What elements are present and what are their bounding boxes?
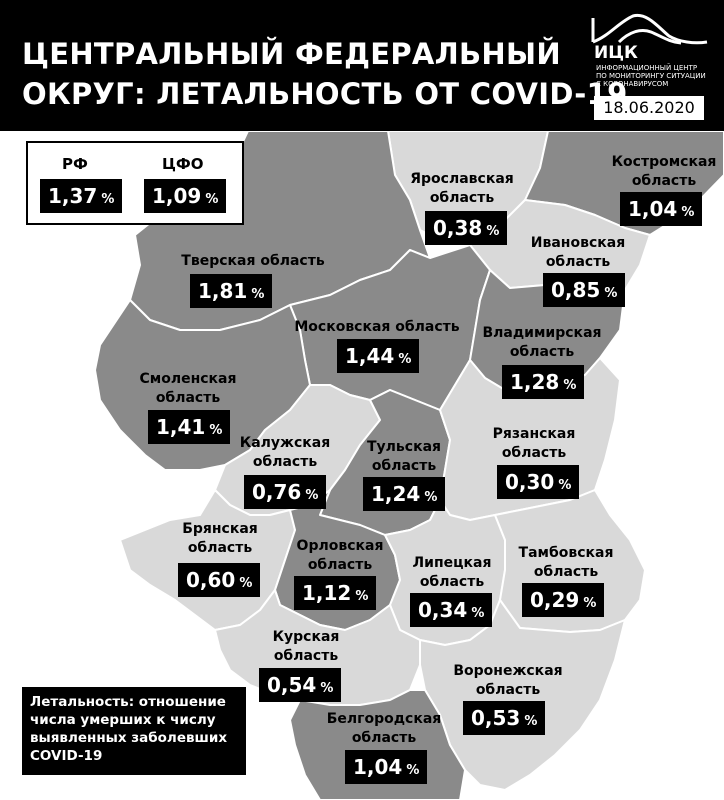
region-label: Ярославская область — [410, 171, 514, 206]
region-label: Калужская область — [239, 435, 331, 470]
region-value: 0,29 — [530, 588, 580, 612]
region-value-box: 0,76% — [244, 475, 327, 509]
region-label: Орловская область — [296, 538, 384, 573]
region-label: Ивановская область — [530, 235, 626, 270]
rf-value-box: 1,37% — [40, 179, 123, 213]
percent-sign: % — [205, 192, 219, 207]
percent-sign: % — [486, 224, 500, 239]
region-value: 0,85 — [551, 278, 601, 302]
region-value-box: 0,54% — [259, 668, 342, 702]
region-value-box: 0,53% — [463, 701, 546, 735]
percent-sign: % — [239, 576, 253, 591]
region-label: Смоленская область — [139, 371, 237, 406]
region-label: Тверская область — [181, 253, 325, 269]
cfo-value-box: 1,09% — [144, 179, 227, 213]
percent-sign: % — [583, 596, 597, 611]
region-value: 1,12 — [302, 581, 352, 605]
legend-box: РФ ЦФО 1,37% 1,09% — [26, 141, 244, 225]
logo-text: ИЦК — [594, 43, 638, 63]
percent-sign: % — [424, 490, 438, 505]
percent-sign: % — [524, 714, 538, 729]
header-bar: ЦЕНТРАЛЬНЫЙ ФЕДЕРАЛЬНЫЙ ОКРУГ: ЛЕТАЛЬНОС… — [0, 0, 724, 131]
region-label: Курская область — [272, 629, 340, 664]
region-value-box: 1,04% — [345, 750, 428, 784]
region-value: 0,54 — [267, 673, 317, 697]
region-label: Тамбовская область — [518, 545, 614, 580]
region-label: Владимирская область — [482, 325, 602, 360]
percent-sign: % — [471, 606, 485, 621]
region-label: Воронежская область — [453, 663, 563, 698]
region-value: 0,34 — [418, 598, 468, 622]
percent-sign: % — [398, 352, 412, 367]
region-value: 1,28 — [510, 370, 560, 394]
percent-sign: % — [320, 681, 334, 696]
region-label: Московская область — [294, 319, 460, 335]
region-value: 1,41 — [156, 415, 206, 439]
percent-sign: % — [604, 286, 618, 301]
definition-note: Летальность: отношение числа умерших к ч… — [22, 687, 246, 775]
percent-sign: % — [355, 589, 369, 604]
region-value-box: 1,81% — [190, 274, 273, 308]
region-value-box: 1,41% — [148, 410, 231, 444]
percent-sign: % — [209, 423, 223, 438]
region-value-box: 0,29% — [522, 583, 605, 617]
region-label: Белгородская область — [326, 711, 442, 746]
region-value-box: 1,12% — [294, 576, 377, 610]
percent-sign: % — [305, 488, 319, 503]
percent-sign: % — [251, 287, 265, 302]
percent-sign: % — [563, 378, 577, 393]
logo-subtitle: ИНФОРМАЦИОННЫЙ ЦЕНТР ПО МОНИТОРИНГУ СИТУ… — [596, 64, 706, 88]
title-line-2: ОКРУГ: ЛЕТАЛЬНОСТЬ ОТ COVID-19 — [22, 77, 628, 111]
region-value-box: 0,30% — [497, 465, 580, 499]
region-value-box: 1,04% — [620, 192, 703, 226]
region-value-box: 1,24% — [363, 477, 446, 511]
region-value: 1,24 — [371, 482, 421, 506]
region-value: 0,30 — [505, 470, 555, 494]
region-label: Брянская область — [182, 521, 258, 556]
percent-sign: % — [406, 763, 420, 778]
rf-label: РФ — [62, 155, 88, 173]
region-value: 0,76 — [252, 480, 302, 504]
percent-sign: % — [558, 478, 572, 493]
region-value: 0,38 — [433, 216, 483, 240]
region-value: 1,81 — [198, 279, 248, 303]
region-value: 0,53 — [471, 706, 521, 730]
region-label: Тульская область — [366, 439, 442, 474]
region-label: Липецкая область — [412, 555, 492, 590]
region-value-box: 1,44% — [337, 339, 420, 373]
region-value: 1,44 — [345, 344, 395, 368]
region-label: Костромская область — [611, 154, 717, 189]
percent-sign: % — [101, 192, 115, 207]
title-line-1: ЦЕНТРАЛЬНЫЙ ФЕДЕРАЛЬНЫЙ — [22, 37, 561, 71]
region-value: 1,04 — [628, 197, 678, 221]
ick-logo-icon — [591, 13, 708, 45]
region-value-box: 0,34% — [410, 593, 493, 627]
region-value: 1,04 — [353, 755, 403, 779]
page-title: ЦЕНТРАЛЬНЫЙ ФЕДЕРАЛЬНЫЙ ОКРУГ: ЛЕТАЛЬНОС… — [22, 34, 628, 114]
region-value: 0,60 — [186, 568, 236, 592]
region-value-box: 1,28% — [502, 365, 585, 399]
cfo-value: 1,09 — [152, 184, 202, 208]
region-value-box: 0,38% — [425, 211, 508, 245]
date-badge: 18.06.2020 — [594, 96, 704, 120]
cfo-label: ЦФО — [162, 155, 204, 173]
region-value-box: 0,85% — [543, 273, 626, 307]
region-label: Рязанская область — [492, 426, 576, 461]
region-value-box: 0,60% — [178, 563, 261, 597]
percent-sign: % — [681, 205, 695, 220]
rf-value: 1,37 — [48, 184, 98, 208]
